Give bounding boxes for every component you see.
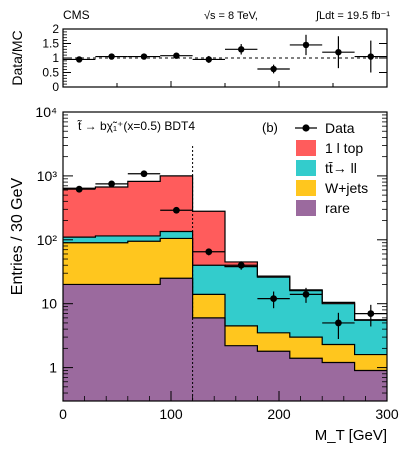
ratio-point	[63, 56, 96, 63]
y-tick-label: 1	[49, 360, 57, 376]
energy-label: √s = 8 TeV,	[204, 10, 258, 22]
legend-label-data: Data	[325, 120, 355, 136]
ratio-point	[354, 40, 387, 73]
signal-annotation: t̃ → bχ̃₁⁺(x=0.5) BDT4	[77, 118, 196, 133]
data-point	[225, 261, 258, 270]
x-tick-label: 200	[267, 406, 291, 422]
data-point	[192, 248, 225, 256]
legend: Data 1 l top tt̄→ ll W+jets rare	[295, 120, 368, 216]
y-tick-label: 10²	[37, 232, 58, 248]
legend-swatch	[296, 200, 316, 216]
ratio-point	[95, 53, 128, 60]
stack-outline-1-l-top	[63, 175, 387, 321]
legend-item-1-l-top: 1 l top	[296, 140, 363, 156]
x-axis-label: M_T [GeV]	[315, 427, 387, 444]
legend-label: rare	[325, 200, 350, 216]
data-point	[322, 312, 355, 340]
main-y-axis-label: Entries / 30 GeV	[9, 177, 26, 295]
legend-label: tt̄→ ll	[325, 160, 357, 176]
ratio-point	[127, 53, 161, 60]
ratio-point	[289, 34, 323, 56]
ratio-point	[160, 52, 193, 59]
legend-item-tt-ll: tt̄→ ll	[296, 160, 357, 176]
ratio-point	[322, 36, 355, 69]
data-point	[354, 304, 387, 327]
ratio-y-tick-label: 1.5	[42, 37, 59, 51]
ratio-y-tick-label: 2	[52, 22, 59, 36]
x-tick-label: 100	[159, 406, 183, 422]
data-point	[63, 185, 96, 193]
data-point	[127, 170, 161, 178]
experiment-label: CMS	[63, 8, 90, 22]
data-point	[257, 291, 290, 309]
y-tick-label: 10	[41, 296, 57, 312]
data-point	[289, 287, 323, 303]
legend-item-data: Data	[295, 120, 355, 136]
data-point	[160, 206, 193, 214]
legend-swatch	[296, 180, 316, 196]
legend-label: 1 l top	[325, 140, 363, 156]
ratio-y-tick-label: 0	[52, 80, 59, 94]
legend-swatch	[296, 140, 316, 156]
ratio-point	[257, 64, 290, 74]
ratio-y-tick-label: 1	[52, 51, 59, 65]
stack-outline-tt-ll	[63, 230, 387, 321]
main-frame	[62, 111, 388, 402]
x-tick-label: 300	[375, 406, 399, 422]
ratio-y-axis-label: Data/MC	[9, 30, 25, 85]
ratio-point	[225, 44, 258, 55]
main-panel: 1 10 10² 10³ 10⁴ 0 100 200 300 t̃ → bχ̃₁⁺(x=0.5)…	[9, 104, 399, 444]
y-tick-label: 10³	[37, 168, 58, 184]
y-tick-label: 10⁴	[35, 104, 57, 120]
stack-outline-rare	[63, 277, 387, 372]
legend-swatch	[296, 160, 316, 176]
ratio-frame	[62, 28, 388, 88]
luminosity-label: ∫Ldt = 19.5 fb⁻¹	[315, 10, 390, 22]
legend-item-w-jets: W+jets	[296, 180, 368, 196]
stack-outline-w-jets	[63, 237, 387, 356]
x-tick-label: 0	[59, 406, 67, 422]
ratio-point	[192, 55, 225, 63]
data-point	[95, 180, 128, 188]
legend-item-rare: rare	[296, 200, 350, 216]
panel-label: (b)	[262, 120, 278, 135]
ratio-panel: 00.511.52 Data/MC	[9, 22, 388, 94]
legend-label: W+jets	[325, 180, 368, 196]
ratio-y-tick-label: 0.5	[42, 66, 59, 80]
